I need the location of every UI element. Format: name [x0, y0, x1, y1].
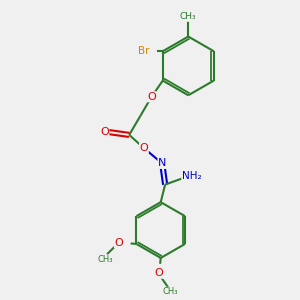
Text: CH₃: CH₃ — [98, 255, 113, 264]
Text: O: O — [147, 92, 156, 102]
Text: CH₃: CH₃ — [163, 287, 178, 296]
Text: O: O — [115, 238, 123, 248]
Text: NH₂: NH₂ — [182, 171, 201, 181]
Text: O: O — [100, 127, 109, 137]
Text: Br: Br — [138, 46, 149, 56]
Text: N: N — [158, 158, 166, 168]
Text: O: O — [155, 268, 164, 278]
Text: CH₃: CH₃ — [180, 12, 196, 21]
Text: O: O — [140, 143, 148, 153]
